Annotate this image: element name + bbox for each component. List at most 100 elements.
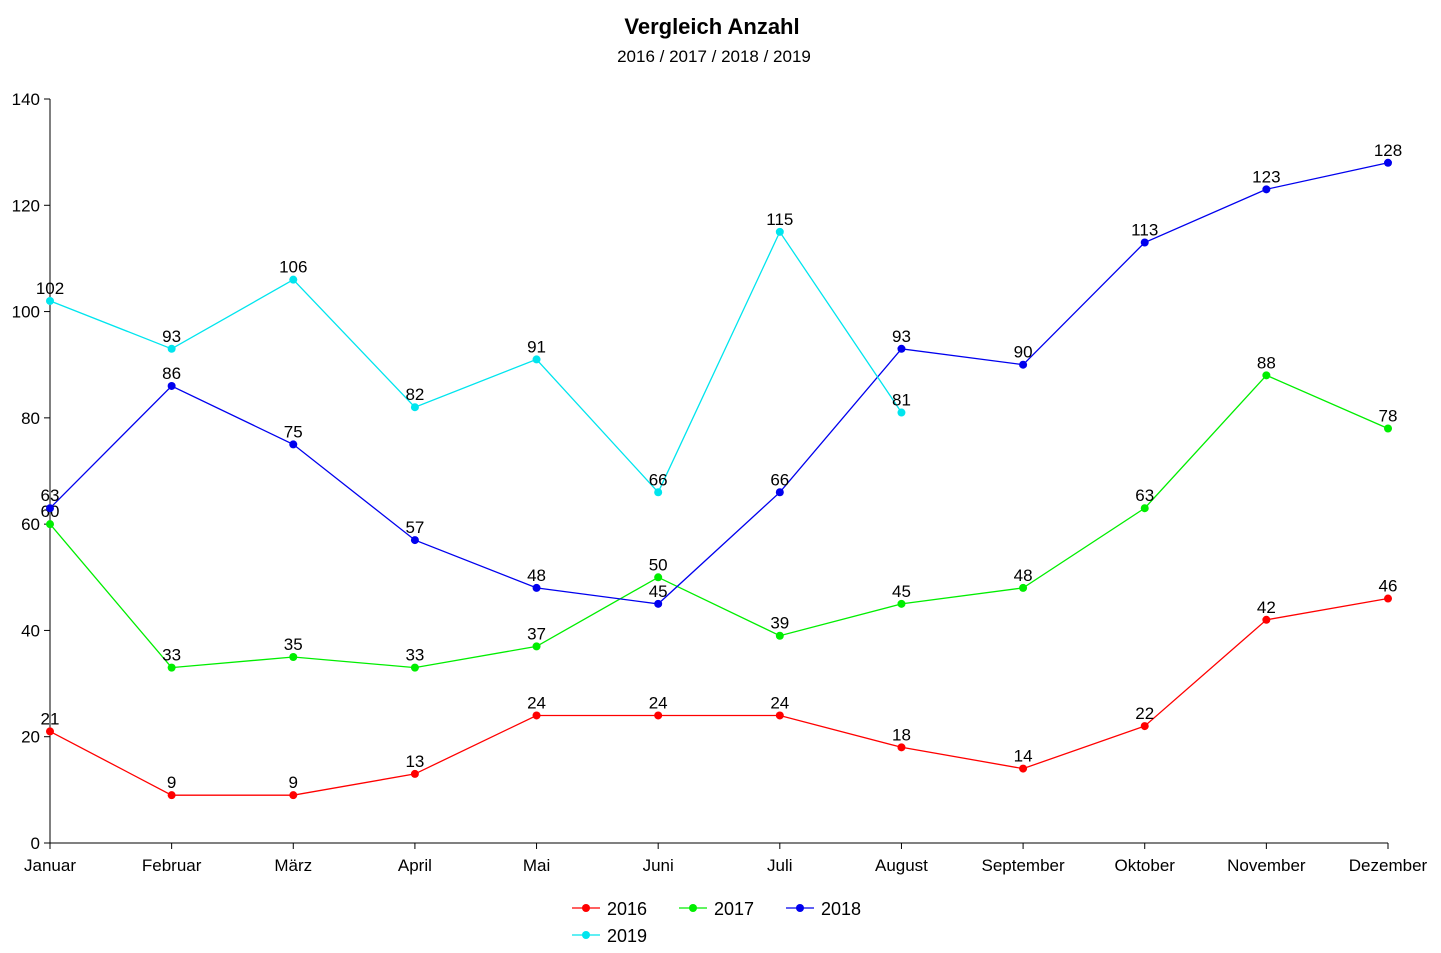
data-label: 78	[1379, 406, 1398, 425]
x-tick-label: Mai	[523, 856, 550, 875]
data-point	[897, 344, 906, 353]
data-label: 22	[1135, 704, 1154, 723]
data-label: 24	[527, 693, 546, 712]
data-label: 63	[1135, 486, 1154, 505]
data-label: 86	[162, 364, 181, 383]
axes: 0 20 40 60 80 100 120 140 Januar Februar März April…	[12, 90, 1428, 875]
data-label: 106	[279, 258, 307, 277]
data-point	[1384, 424, 1392, 433]
data-point	[654, 488, 663, 497]
data-point	[1262, 615, 1271, 624]
data-point	[167, 381, 176, 390]
legend-label: 2017	[714, 899, 754, 919]
data-point	[654, 599, 663, 608]
data-point	[775, 227, 784, 236]
x-tick-label: April	[398, 856, 432, 875]
data-point	[1019, 764, 1028, 773]
data-label: 81	[892, 391, 911, 410]
data-point	[532, 583, 541, 592]
data-point	[1262, 371, 1271, 380]
data-point	[654, 711, 663, 720]
data-label: 66	[770, 470, 789, 489]
x-tick-label: Februar	[142, 856, 202, 875]
data-label: 9	[167, 773, 176, 792]
data-point	[410, 403, 419, 412]
data-label: 33	[405, 646, 424, 665]
data-label: 91	[527, 337, 546, 356]
legend-marker	[796, 904, 804, 912]
data-point	[1384, 158, 1392, 167]
x-tick-label: Oktober	[1114, 856, 1175, 875]
data-label: 42	[1257, 598, 1276, 617]
data-label: 37	[527, 624, 546, 643]
series-2019: 102 93 106 82 91 66 115 81	[36, 210, 911, 497]
data-point	[1140, 504, 1149, 513]
data-label: 48	[527, 566, 546, 585]
legend-item-2017: 2017	[679, 899, 754, 919]
data-point	[532, 642, 541, 651]
legend-label: 2018	[821, 899, 861, 919]
data-point	[1262, 185, 1271, 194]
data-label: 115	[766, 210, 793, 229]
data-label: 9	[289, 773, 298, 792]
legend-label: 2016	[607, 899, 647, 919]
legend-item-2019: 2019	[572, 926, 647, 946]
data-point	[1384, 594, 1392, 603]
data-point	[167, 663, 176, 672]
data-label: 113	[1131, 220, 1158, 239]
data-label: 82	[405, 385, 424, 404]
y-tick-label: 120	[12, 196, 40, 215]
data-point	[289, 440, 298, 449]
data-label: 75	[284, 422, 303, 441]
x-tick-label: März	[274, 856, 312, 875]
data-label: 123	[1252, 167, 1280, 186]
data-label: 24	[770, 693, 789, 712]
y-tick-label: 20	[21, 728, 40, 747]
legend-marker	[582, 931, 590, 939]
x-tick-label: August	[875, 856, 928, 875]
data-label: 66	[649, 470, 668, 489]
legend-marker	[582, 904, 590, 912]
data-label: 128	[1374, 141, 1402, 160]
data-point	[1019, 583, 1028, 592]
data-label: 48	[1014, 566, 1033, 585]
legend-item-2018: 2018	[786, 899, 861, 919]
data-point	[775, 488, 784, 497]
legend-label: 2019	[607, 926, 647, 946]
data-label: 45	[892, 582, 911, 601]
data-point	[1019, 360, 1028, 369]
y-tick-label: 140	[12, 90, 40, 109]
legend: 2016 2017 2018 2019	[572, 899, 861, 946]
series-2017: 603335333750394548638878	[41, 353, 1398, 672]
data-point	[46, 504, 54, 513]
legend-marker	[689, 904, 697, 912]
data-point	[167, 344, 176, 353]
series-layer: 2199132424241814224246603335333750394548…	[36, 141, 1402, 800]
data-point	[46, 520, 54, 529]
x-tick-label: November	[1227, 856, 1306, 875]
y-tick-label: 0	[31, 834, 40, 853]
series-line	[49, 374, 1389, 669]
y-tick-label: 80	[21, 409, 40, 428]
data-point	[46, 296, 54, 305]
series-line	[49, 162, 1389, 605]
x-tick-label: Juni	[643, 856, 674, 875]
x-tick-label: Januar	[24, 856, 76, 875]
x-tick-label: Dezember	[1349, 856, 1428, 875]
data-point	[532, 355, 541, 364]
data-point	[167, 791, 176, 800]
data-label: 39	[770, 614, 789, 633]
data-point	[289, 653, 298, 661]
y-tick-label: 60	[21, 515, 40, 534]
legend-item-2016: 2016	[572, 899, 647, 919]
data-label: 93	[162, 327, 181, 346]
data-point	[532, 711, 541, 720]
data-point	[1140, 722, 1149, 731]
y-tick-label: 100	[12, 303, 40, 322]
data-label: 50	[649, 555, 668, 574]
series-line	[49, 230, 903, 494]
data-point	[654, 573, 663, 582]
data-label: 24	[649, 693, 668, 712]
y-tick-label: 40	[21, 621, 40, 640]
data-label: 45	[649, 582, 668, 601]
